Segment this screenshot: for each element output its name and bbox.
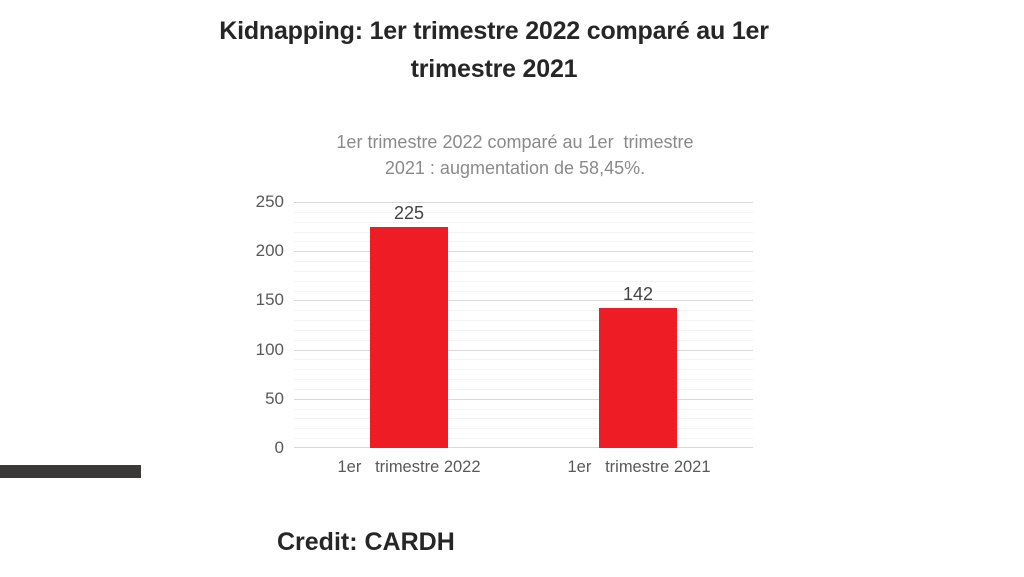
major-gridline bbox=[294, 202, 753, 203]
major-gridline bbox=[294, 399, 753, 400]
minor-gridline bbox=[294, 359, 753, 360]
minor-gridline bbox=[294, 241, 753, 242]
y-axis-tick-label: 0 bbox=[274, 438, 284, 457]
chart-title: 1er trimestre 2022 comparé au 1er trimes… bbox=[250, 129, 780, 181]
major-gridline bbox=[294, 447, 753, 448]
minor-gridline bbox=[294, 379, 753, 380]
major-gridline bbox=[294, 300, 753, 301]
chart-title-line2: 2021 : augmentation de 58,45%. bbox=[384, 158, 646, 178]
minor-gridline bbox=[294, 261, 753, 262]
y-axis-tick-label: 200 bbox=[255, 241, 284, 260]
x-axis-category-label: 1er trimestre 2021 bbox=[567, 458, 711, 476]
minor-gridline bbox=[294, 330, 753, 331]
minor-gridline bbox=[294, 340, 753, 341]
bar-1er-trimestre-2022 bbox=[370, 227, 448, 448]
bar-data-label: 225 bbox=[393, 203, 425, 223]
minor-gridline bbox=[294, 418, 753, 419]
major-gridline bbox=[294, 251, 753, 252]
major-gridline bbox=[294, 350, 753, 351]
decorative-accent-bar bbox=[0, 465, 141, 478]
y-axis-tick-label: 150 bbox=[255, 290, 284, 309]
minor-gridline bbox=[294, 291, 753, 292]
minor-gridline bbox=[294, 281, 753, 282]
y-axis-tick-label: 250 bbox=[255, 192, 284, 211]
page-title: Kidnapping: 1er trimestre 2022 comparé a… bbox=[0, 12, 988, 88]
minor-gridline bbox=[294, 409, 753, 410]
minor-gridline bbox=[294, 428, 753, 429]
minor-gridline bbox=[294, 389, 753, 390]
credit-text: Credit: CARDH bbox=[277, 528, 455, 556]
minor-gridline bbox=[294, 310, 753, 311]
minor-gridline bbox=[294, 369, 753, 370]
page-title-line2: trimestre 2021 bbox=[410, 55, 578, 83]
y-axis-tick-label: 100 bbox=[255, 340, 284, 359]
bar-data-label: 142 bbox=[622, 284, 654, 304]
minor-gridline bbox=[294, 212, 753, 213]
chart-title-line1: 1er trimestre 2022 comparé au 1er trimes… bbox=[336, 132, 694, 152]
x-axis-category-label: 1er trimestre 2022 bbox=[337, 458, 481, 476]
minor-gridline bbox=[294, 438, 753, 439]
plot-area: 225 142 bbox=[294, 202, 753, 448]
y-axis-tick-label: 50 bbox=[265, 389, 284, 408]
bar-1er-trimestre-2021 bbox=[599, 308, 677, 448]
minor-gridline bbox=[294, 271, 753, 272]
minor-gridline bbox=[294, 320, 753, 321]
page-title-line1: Kidnapping: 1er trimestre 2022 comparé a… bbox=[219, 17, 769, 45]
minor-gridline bbox=[294, 222, 753, 223]
minor-gridline bbox=[294, 232, 753, 233]
